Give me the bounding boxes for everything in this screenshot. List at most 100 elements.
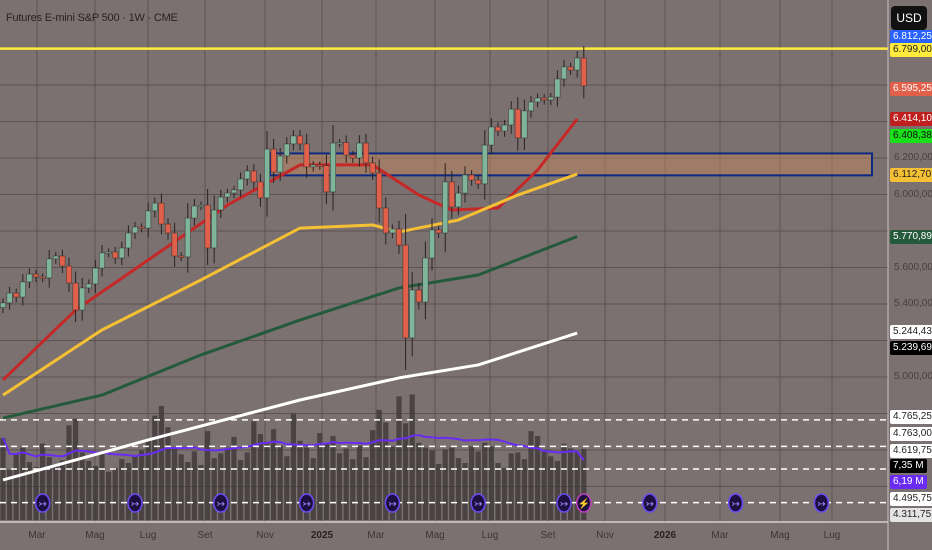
candle xyxy=(0,298,6,314)
candle-body xyxy=(389,228,396,234)
candle xyxy=(270,138,277,183)
candle-body xyxy=(462,174,468,194)
candle xyxy=(521,99,528,151)
candle xyxy=(330,125,336,211)
volume-bar xyxy=(191,451,197,520)
volume-bar xyxy=(436,463,442,520)
volume-bar xyxy=(277,445,283,520)
volume-bar xyxy=(350,459,356,520)
event-glyph: ↣ xyxy=(817,499,825,510)
candle xyxy=(574,51,581,78)
rollover-event-icon[interactable]: ↣ xyxy=(298,493,315,513)
candle xyxy=(277,147,284,181)
event-glyph: ↣ xyxy=(731,499,739,510)
event-badge xyxy=(642,493,658,513)
volume-bar xyxy=(26,462,32,520)
volume-bar xyxy=(409,394,415,520)
candle xyxy=(52,251,59,264)
volume-bar xyxy=(112,467,118,520)
candle xyxy=(534,93,541,108)
event-glyph: ↣ xyxy=(388,499,396,510)
candle xyxy=(125,225,132,257)
rollover-event-icon[interactable]: ↣ xyxy=(34,493,51,513)
event-badge xyxy=(727,493,744,513)
price-label: 6.595,25 xyxy=(890,82,932,96)
volume-bar xyxy=(264,441,270,520)
rollover-event-icon[interactable]: ↣ xyxy=(727,493,744,513)
time-axis-label: Mag xyxy=(425,530,445,541)
volume-bar xyxy=(416,442,422,520)
price-label: 5.239,69 xyxy=(890,341,932,355)
moving-average-line xyxy=(2,331,578,482)
rollover-event-icon[interactable]: ↣ xyxy=(127,493,143,513)
candle-body xyxy=(158,202,165,225)
volume-bar xyxy=(442,449,448,520)
candle-body xyxy=(277,155,284,173)
candle xyxy=(217,189,224,218)
rollover-event-icon[interactable]: ↣ xyxy=(642,493,658,513)
candle xyxy=(19,274,26,306)
candle-body xyxy=(382,207,389,234)
candle-body xyxy=(442,181,449,234)
candle xyxy=(363,133,369,173)
candle xyxy=(165,218,171,240)
candle xyxy=(508,101,515,134)
candle xyxy=(158,193,165,235)
candle-body xyxy=(79,287,86,311)
candle xyxy=(178,252,185,262)
candle-body xyxy=(303,143,310,168)
time-axis-label: Mar xyxy=(28,530,46,541)
candle-body xyxy=(6,292,13,304)
rollover-event-icon[interactable]: ↣ xyxy=(384,493,401,513)
candle xyxy=(237,172,244,198)
volume-bar xyxy=(290,413,296,520)
candle-body xyxy=(349,154,356,159)
candle xyxy=(567,62,574,75)
rollover-event-icon[interactable]: ↣ xyxy=(470,493,486,513)
price-label: 5.244,43 xyxy=(890,325,932,339)
event-glyph: ↣ xyxy=(474,499,482,510)
candle xyxy=(561,60,567,87)
price-label: 6,19 M xyxy=(890,475,927,489)
currency-button[interactable]: USD xyxy=(891,6,927,30)
candle-body xyxy=(132,226,138,234)
candle-body xyxy=(257,181,264,199)
price-label: 4.765,25 xyxy=(890,410,932,424)
event-glyph: ↣ xyxy=(560,499,568,510)
candle-body xyxy=(501,124,508,132)
lightning-event-icon[interactable]: ⚡ xyxy=(576,493,592,513)
event-badge xyxy=(470,493,486,513)
rollover-event-icon[interactable]: ↣ xyxy=(556,493,572,513)
candle xyxy=(39,273,46,283)
volume-bar xyxy=(244,452,250,520)
rollover-event-icon[interactable]: ↣ xyxy=(213,493,229,513)
candle xyxy=(297,130,303,151)
candle xyxy=(376,159,383,223)
candle-body xyxy=(448,181,455,208)
time-axis-label: Lug xyxy=(139,530,157,541)
event-glyph: ↣ xyxy=(217,499,225,510)
volume-bar xyxy=(40,443,46,520)
candle-body xyxy=(396,228,402,246)
candle xyxy=(191,199,198,226)
volume-bar xyxy=(297,440,303,520)
candle-body xyxy=(409,289,416,339)
volume-bar xyxy=(568,448,574,520)
candle xyxy=(310,161,317,172)
rollover-event-icon[interactable]: ↣ xyxy=(813,493,830,513)
candle xyxy=(224,188,231,203)
candle xyxy=(349,150,356,163)
time-axis-label: Mag xyxy=(770,530,790,541)
candle xyxy=(231,185,237,198)
event-glyph: ↣ xyxy=(302,499,310,510)
candle-body xyxy=(429,229,435,259)
candle xyxy=(290,130,297,151)
time-axis-label: Set xyxy=(197,530,213,541)
candle-body xyxy=(118,247,125,259)
candle xyxy=(66,257,72,293)
event-badge xyxy=(213,493,229,513)
candle xyxy=(323,154,330,204)
candle-body xyxy=(310,164,317,168)
candle-body xyxy=(402,244,409,339)
